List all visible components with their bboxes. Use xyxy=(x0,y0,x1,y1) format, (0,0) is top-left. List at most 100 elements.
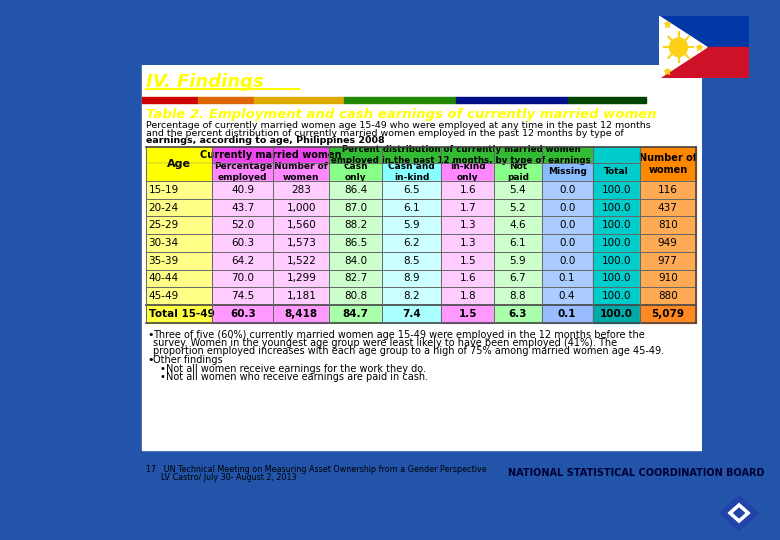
Bar xyxy=(495,217,541,234)
Text: 70.0: 70.0 xyxy=(232,273,254,284)
Bar xyxy=(441,252,495,269)
Text: 82.7: 82.7 xyxy=(344,273,367,284)
Bar xyxy=(273,269,329,287)
Bar xyxy=(495,163,541,181)
Text: 1,000: 1,000 xyxy=(286,202,316,213)
Text: Percentage of currently married women age 15-49 who were employed at any time in: Percentage of currently married women ag… xyxy=(146,121,651,130)
Bar xyxy=(146,305,212,323)
Bar xyxy=(143,97,198,103)
Text: 100.0: 100.0 xyxy=(601,291,631,301)
Bar xyxy=(441,163,495,181)
Bar xyxy=(212,147,329,163)
Text: 35-39: 35-39 xyxy=(149,256,179,266)
Bar xyxy=(329,217,382,234)
Bar xyxy=(382,252,441,269)
Text: 810: 810 xyxy=(658,220,678,231)
Text: Percent distribution of currently married women
employed in the past 12 months, : Percent distribution of currently marrie… xyxy=(332,145,590,165)
Text: 17   UN Technical Meeting on Measuring Asset Ownership from a Gender Perspective: 17 UN Technical Meeting on Measuring Ass… xyxy=(146,465,486,474)
Text: 74.5: 74.5 xyxy=(231,291,254,301)
Text: 100.0: 100.0 xyxy=(601,220,631,231)
Text: Cash
only: Cash only xyxy=(343,162,368,181)
Bar xyxy=(593,181,640,199)
Bar xyxy=(146,217,212,234)
Text: proportion employed increases with each age group to a high of 75% among married: proportion employed increases with each … xyxy=(154,346,665,356)
Text: 100.0: 100.0 xyxy=(600,309,633,319)
Bar xyxy=(329,147,593,163)
Text: 1.3: 1.3 xyxy=(459,220,476,231)
Text: 6.5: 6.5 xyxy=(403,185,420,195)
Bar xyxy=(329,234,382,252)
Text: 25-29: 25-29 xyxy=(149,220,179,231)
Text: 1.6: 1.6 xyxy=(459,273,476,284)
Text: 8.5: 8.5 xyxy=(403,256,420,266)
Bar xyxy=(593,252,640,269)
Text: 86.4: 86.4 xyxy=(344,185,367,195)
Bar xyxy=(441,234,495,252)
Text: •: • xyxy=(159,372,165,382)
Text: Not all women who receive earnings are paid in cash.: Not all women who receive earnings are p… xyxy=(165,372,427,382)
Bar xyxy=(146,181,212,199)
Text: 5,079: 5,079 xyxy=(651,309,684,319)
Bar xyxy=(98,65,143,481)
Text: 15-19: 15-19 xyxy=(149,185,179,195)
Bar xyxy=(273,252,329,269)
Text: 30-34: 30-34 xyxy=(149,238,179,248)
Text: 1.5: 1.5 xyxy=(459,309,477,319)
Text: Cash and
in-kind: Cash and in-kind xyxy=(388,162,435,181)
Bar xyxy=(273,305,329,323)
Text: In-kind
only: In-kind only xyxy=(450,162,486,181)
Text: Not
paid: Not paid xyxy=(507,162,529,181)
Text: 5.2: 5.2 xyxy=(509,202,526,213)
Bar xyxy=(212,252,273,269)
Bar xyxy=(382,217,441,234)
Bar xyxy=(329,252,382,269)
Bar xyxy=(640,305,696,323)
Text: 43.7: 43.7 xyxy=(231,202,254,213)
Text: Three of five (60%) currently married women age 15-49 were employed in the 12 mo: Three of five (60%) currently married wo… xyxy=(154,330,645,340)
Bar xyxy=(541,181,593,199)
Text: LV Castro/ July 30- August 2, 2013: LV Castro/ July 30- August 2, 2013 xyxy=(146,473,296,482)
Bar xyxy=(593,234,640,252)
Text: 64.2: 64.2 xyxy=(231,256,254,266)
Bar xyxy=(146,147,212,181)
Bar xyxy=(273,199,329,217)
Bar xyxy=(146,269,212,287)
Bar xyxy=(640,181,696,199)
Bar xyxy=(212,217,273,234)
Bar xyxy=(541,163,593,181)
Bar xyxy=(212,199,273,217)
Bar xyxy=(212,287,273,305)
Text: 80.8: 80.8 xyxy=(344,291,367,301)
Text: 52.0: 52.0 xyxy=(231,220,254,231)
Bar xyxy=(495,269,541,287)
Bar xyxy=(541,305,593,323)
Text: 100.0: 100.0 xyxy=(601,256,631,266)
Bar xyxy=(146,234,212,252)
Text: 4.6: 4.6 xyxy=(509,220,526,231)
Bar xyxy=(273,163,329,181)
Bar xyxy=(640,234,696,252)
Bar xyxy=(541,252,593,269)
Polygon shape xyxy=(719,496,759,530)
Bar xyxy=(495,181,541,199)
Text: 60.3: 60.3 xyxy=(231,238,254,248)
Bar xyxy=(212,163,273,181)
Text: 86.5: 86.5 xyxy=(344,238,367,248)
Bar xyxy=(640,199,696,217)
Bar xyxy=(146,199,212,217)
Text: 949: 949 xyxy=(658,238,678,248)
Bar xyxy=(495,234,541,252)
Bar xyxy=(593,217,640,234)
Text: Age: Age xyxy=(167,159,191,169)
Text: 7.4: 7.4 xyxy=(402,309,421,319)
Text: 1,181: 1,181 xyxy=(286,291,316,301)
Text: 1.3: 1.3 xyxy=(459,238,476,248)
Bar xyxy=(495,199,541,217)
Bar xyxy=(441,217,495,234)
Text: 20-24: 20-24 xyxy=(149,202,179,213)
Bar xyxy=(254,97,344,103)
Bar xyxy=(329,163,382,181)
Text: 1,573: 1,573 xyxy=(286,238,316,248)
Text: Total 15-49: Total 15-49 xyxy=(149,309,214,319)
Bar xyxy=(593,305,640,323)
